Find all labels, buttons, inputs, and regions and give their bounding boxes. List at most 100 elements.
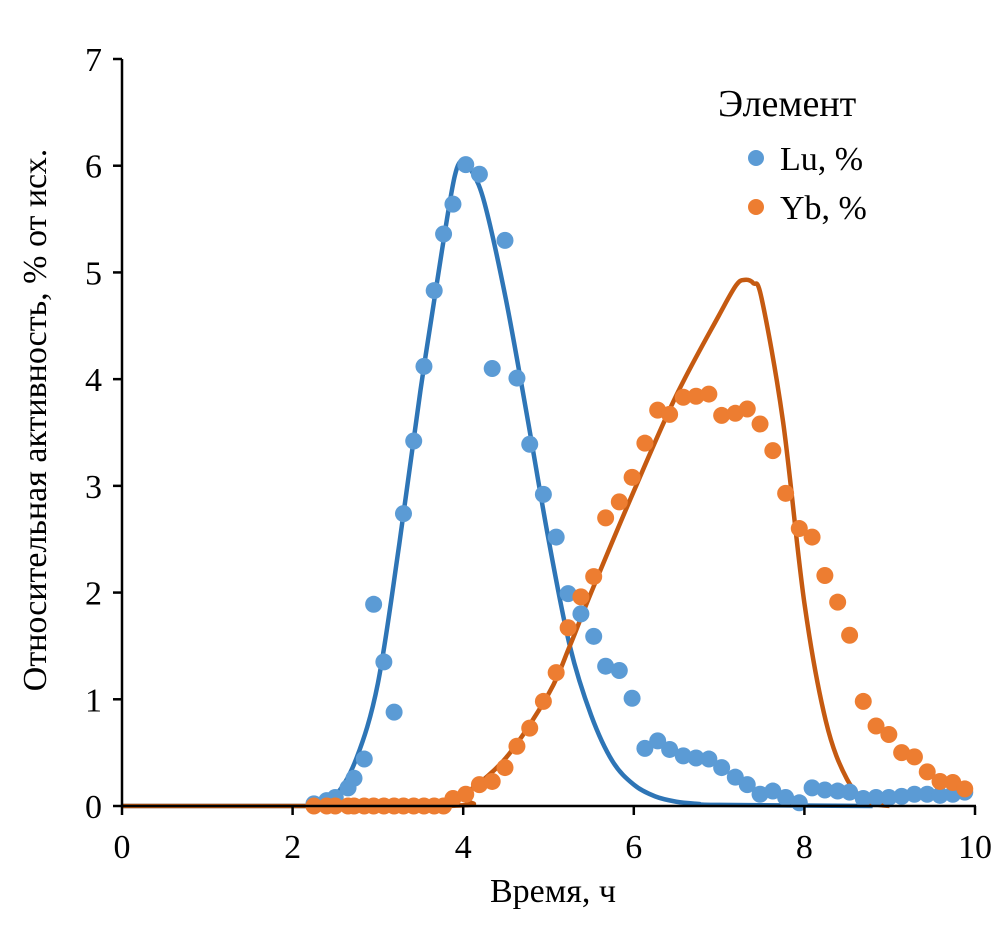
data-point-yb — [610, 493, 628, 511]
data-point-yb — [508, 737, 526, 755]
data-point-lu — [415, 357, 433, 375]
data-point-lu — [425, 282, 443, 300]
data-point-lu — [751, 785, 769, 803]
y-tick-label: 6 — [85, 149, 102, 186]
data-point-lu — [764, 782, 782, 800]
x-tick-label: 2 — [284, 829, 301, 866]
data-point-yb — [483, 772, 501, 790]
data-point-yb — [829, 593, 847, 611]
data-point-yb — [547, 664, 565, 682]
data-point-lu — [636, 739, 654, 757]
data-point-lu — [905, 785, 923, 803]
data-point-lu — [687, 749, 705, 767]
data-point-lu — [355, 750, 373, 768]
data-point-lu — [841, 783, 859, 801]
data-point-yb — [841, 626, 859, 644]
data-point-lu — [713, 759, 731, 777]
data-point-lu — [674, 747, 692, 765]
data-point-lu — [483, 359, 501, 377]
y-tick-label: 4 — [85, 362, 102, 399]
data-point-yb — [803, 528, 821, 546]
y-tick-label: 1 — [85, 682, 102, 719]
y-tick-label: 5 — [85, 255, 102, 292]
data-point-lu — [394, 505, 412, 523]
data-point-yb — [790, 520, 808, 538]
data-point-lu — [534, 485, 552, 503]
data-point-yb — [470, 776, 488, 794]
data-point-lu — [572, 605, 590, 623]
data-point-yb — [713, 406, 731, 424]
data-point-yb — [905, 748, 923, 766]
data-point-yb — [661, 405, 679, 423]
data-point-lu — [547, 528, 565, 546]
data-point-lu — [470, 165, 488, 183]
data-point-yb — [559, 619, 577, 637]
data-point-lu — [649, 732, 667, 750]
legend-marker-lu — [748, 150, 764, 166]
data-point-yb — [585, 568, 603, 586]
data-point-lu — [700, 750, 718, 768]
data-point-yb — [687, 387, 705, 405]
data-point-yb — [880, 726, 898, 744]
data-point-yb — [457, 785, 475, 803]
legend-marker-yb — [748, 199, 764, 215]
y-tick-label: 7 — [85, 42, 102, 79]
legend-label-yb: Yb, % — [780, 190, 867, 227]
legend-label-lu: Lu, % — [780, 141, 863, 178]
data-point-lu — [777, 788, 795, 806]
data-point-lu — [457, 156, 475, 174]
data-point-lu — [597, 657, 615, 675]
data-point-lu — [585, 627, 603, 645]
data-point-yb — [893, 744, 911, 762]
legend: Элемент Lu, % Yb, % — [718, 83, 867, 227]
x-tick-label: 0 — [114, 829, 131, 866]
data-point-lu — [508, 369, 526, 387]
data-point-yb — [867, 717, 885, 735]
axes: 0 1 2 3 4 5 6 7 0 2 4 6 8 10 — [85, 42, 992, 866]
x-tick-label: 4 — [455, 829, 472, 866]
data-point-lu — [435, 225, 453, 243]
data-point-yb — [816, 566, 834, 584]
data-point-yb — [738, 400, 756, 418]
data-point-yb — [777, 484, 795, 502]
fit-curve-1 — [122, 277, 891, 809]
data-point-lu — [345, 769, 363, 787]
legend-title: Элемент — [718, 83, 857, 125]
data-point-yb — [444, 790, 462, 808]
data-point-lu — [918, 785, 936, 803]
data-point-yb — [496, 759, 514, 777]
data-point-yb — [521, 719, 539, 737]
data-point-lu — [880, 788, 898, 806]
data-point-lu — [559, 585, 577, 603]
data-point-yb — [534, 692, 552, 710]
data-point-lu — [496, 231, 514, 249]
data-point-yb — [854, 692, 872, 710]
x-tick-label: 8 — [796, 829, 813, 866]
y-tick-label: 0 — [85, 789, 102, 826]
data-point-lu — [610, 661, 628, 679]
data-point-lu — [365, 595, 383, 613]
x-tick-label: 6 — [625, 829, 642, 866]
data-point-lu — [931, 786, 949, 804]
data-point-lu — [738, 776, 756, 794]
data-point-lu — [444, 195, 462, 213]
data-point-lu — [893, 787, 911, 805]
data-point-lu — [385, 703, 403, 721]
data-point-yb — [918, 763, 936, 781]
y-tick-label: 3 — [85, 469, 102, 506]
data-point-yb — [623, 468, 641, 486]
fit-curve-0 — [122, 158, 873, 809]
x-tick-label: 10 — [958, 829, 992, 866]
data-point-lu — [623, 689, 641, 707]
data-point-lu — [405, 432, 423, 450]
data-point-yb — [572, 588, 590, 606]
y-axis-title: Относительная активность, % от исх. — [17, 149, 54, 691]
x-axis-title: Время, ч — [490, 873, 616, 910]
data-point-yb — [751, 415, 769, 433]
data-point-yb — [636, 434, 654, 452]
y-tick-label: 2 — [85, 576, 102, 613]
data-point-yb — [956, 780, 974, 798]
data-point-yb — [674, 388, 692, 406]
data-point-yb — [700, 385, 718, 403]
